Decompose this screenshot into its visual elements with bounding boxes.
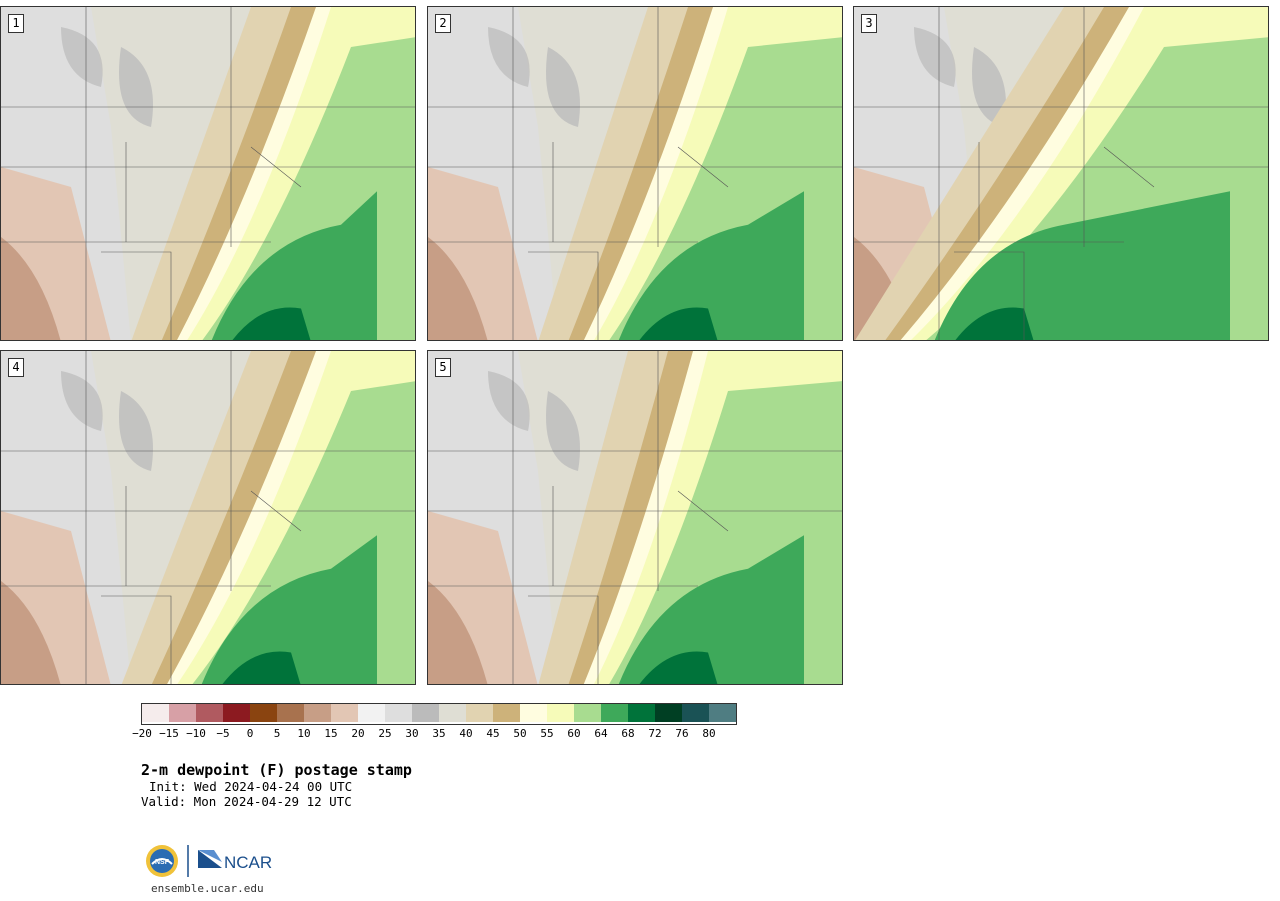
colorbar-swatch [655, 704, 682, 722]
colorbar-tick: 80 [702, 727, 716, 740]
colorbar-tick: −15 [159, 727, 179, 740]
colorbar-swatch [250, 704, 277, 722]
ensemble-member-map-5: 5 [427, 350, 843, 685]
colorbar-tick: −10 [186, 727, 206, 740]
dewpoint-colorbar [141, 703, 737, 725]
colorbar-swatch [601, 704, 628, 722]
member-label: 4 [8, 358, 24, 377]
colorbar-swatch [169, 704, 196, 722]
colorbar-tick: 55 [540, 727, 554, 740]
colorbar-tick: 64 [594, 727, 608, 740]
colorbar-swatch [466, 704, 493, 722]
colorbar-swatch [196, 704, 223, 722]
member-label: 1 [8, 14, 24, 33]
member-label: 5 [435, 358, 451, 377]
colorbar-swatch [142, 704, 169, 722]
colorbar-swatch [304, 704, 331, 722]
ncar-logo-text: NCAR [224, 853, 272, 872]
nsf-ncar-logo: NSF NCAR [146, 845, 272, 877]
colorbar-tick: 40 [459, 727, 473, 740]
ensemble-member-map-3: 3 [853, 6, 1269, 341]
ensemble-member-map-2: 2 [427, 6, 843, 341]
ensemble-member-map-1: 1 [0, 6, 416, 341]
site-url: ensemble.ucar.edu [151, 882, 264, 895]
colorbar-swatch [277, 704, 304, 722]
nsf-logo-text: NSF [155, 859, 170, 866]
dewpoint-field [854, 7, 1268, 340]
colorbar-tick: 0 [246, 727, 254, 740]
dewpoint-field [428, 351, 842, 684]
colorbar-swatch [439, 704, 466, 722]
colorbar-tick: 20 [351, 727, 365, 740]
colorbar-swatch [385, 704, 412, 722]
colorbar-tick: 50 [513, 727, 527, 740]
colorbar-tick: 76 [675, 727, 689, 740]
colorbar-tick: 35 [432, 727, 446, 740]
colorbar-tick: 30 [405, 727, 419, 740]
member-label: 3 [861, 14, 877, 33]
member-label: 2 [435, 14, 451, 33]
dewpoint-field [428, 7, 842, 340]
colorbar-swatch [574, 704, 601, 722]
colorbar-tick: 15 [324, 727, 338, 740]
colorbar-tick: 72 [648, 727, 662, 740]
colorbar-tick: 25 [378, 727, 392, 740]
colorbar-swatch [493, 704, 520, 722]
init-time: Init: Wed 2024-04-24 00 UTC [149, 779, 353, 794]
colorbar-swatch [412, 704, 439, 722]
colorbar-tick-labels: −20 −15 −10 −5 0 5 10 15 20 25 30 35 40 45 50 55 60 64 68 7… [132, 727, 761, 741]
colorbar-swatch [682, 704, 709, 722]
dewpoint-field [1, 351, 415, 684]
colorbar-swatch [223, 704, 250, 722]
colorbar-tick: 45 [486, 727, 500, 740]
colorbar-swatch [520, 704, 547, 722]
colorbar-swatch [358, 704, 385, 722]
colorbar-swatch [331, 704, 358, 722]
dewpoint-field [1, 7, 415, 340]
colorbar-tick: 60 [567, 727, 581, 740]
plot-title: 2-m dewpoint (F) postage stamp [141, 761, 412, 779]
colorbar-swatch [628, 704, 655, 722]
ensemble-member-map-4: 4 [0, 350, 416, 685]
colorbar-tick: 5 [273, 727, 281, 740]
colorbar-tick: 68 [621, 727, 635, 740]
colorbar-tick: 10 [297, 727, 311, 740]
colorbar-tick: −5 [216, 727, 230, 740]
colorbar-tick: −20 [132, 727, 152, 740]
colorbar-swatch [547, 704, 574, 722]
valid-time: Valid: Mon 2024-04-29 12 UTC [141, 794, 352, 809]
colorbar-swatch [709, 704, 736, 722]
